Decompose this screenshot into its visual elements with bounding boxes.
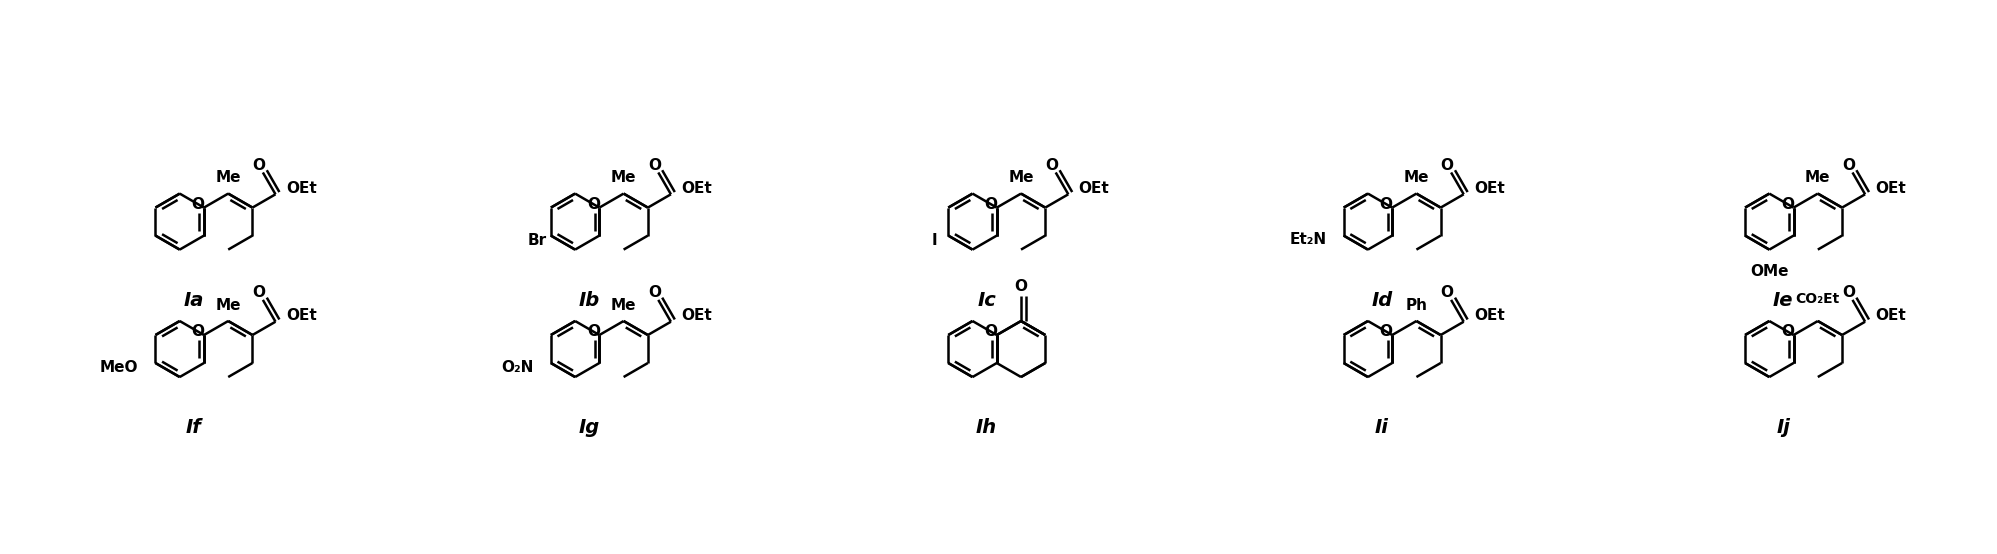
Text: Me: Me bbox=[1008, 170, 1034, 185]
Text: Me: Me bbox=[611, 297, 637, 312]
Text: Id: Id bbox=[1372, 290, 1392, 310]
Text: Ij: Ij bbox=[1777, 418, 1789, 437]
Text: Ig: Ig bbox=[579, 418, 599, 437]
Text: Et₂N: Et₂N bbox=[1290, 232, 1326, 247]
Text: O: O bbox=[252, 158, 266, 173]
Text: O: O bbox=[192, 197, 204, 212]
Text: OEt: OEt bbox=[1078, 181, 1110, 196]
Text: OEt: OEt bbox=[286, 181, 318, 196]
Text: OEt: OEt bbox=[1474, 308, 1506, 323]
Text: O: O bbox=[1841, 158, 1855, 173]
Text: O: O bbox=[1781, 324, 1793, 339]
Text: O: O bbox=[1044, 158, 1058, 173]
Text: If: If bbox=[186, 418, 202, 437]
Text: Ph: Ph bbox=[1406, 297, 1428, 312]
Text: O: O bbox=[252, 285, 266, 300]
Text: O: O bbox=[647, 285, 661, 300]
Text: Ih: Ih bbox=[977, 418, 997, 437]
Text: O: O bbox=[985, 197, 997, 212]
Text: O₂N: O₂N bbox=[501, 360, 533, 375]
Text: O: O bbox=[192, 324, 204, 339]
Text: Ii: Ii bbox=[1376, 418, 1388, 437]
Text: O: O bbox=[1440, 158, 1454, 173]
Text: Ic: Ic bbox=[977, 290, 997, 310]
Text: Br: Br bbox=[527, 233, 547, 248]
Text: O: O bbox=[587, 324, 599, 339]
Text: O: O bbox=[1781, 197, 1793, 212]
Text: OEt: OEt bbox=[681, 308, 713, 323]
Text: Me: Me bbox=[1404, 170, 1430, 185]
Text: Ib: Ib bbox=[579, 290, 599, 310]
Text: I: I bbox=[931, 233, 937, 248]
Text: O: O bbox=[1841, 285, 1855, 300]
Text: OMe: OMe bbox=[1749, 264, 1789, 279]
Text: Me: Me bbox=[216, 297, 242, 312]
Text: OEt: OEt bbox=[1875, 308, 1907, 323]
Text: O: O bbox=[1380, 324, 1392, 339]
Text: O: O bbox=[587, 197, 599, 212]
Text: OEt: OEt bbox=[286, 308, 318, 323]
Text: Ia: Ia bbox=[184, 290, 204, 310]
Text: O: O bbox=[985, 324, 997, 339]
Text: Me: Me bbox=[611, 170, 637, 185]
Text: Me: Me bbox=[1805, 170, 1831, 185]
Text: OEt: OEt bbox=[1875, 181, 1907, 196]
Text: O: O bbox=[1440, 285, 1454, 300]
Text: OEt: OEt bbox=[1474, 181, 1506, 196]
Text: MeO: MeO bbox=[100, 360, 138, 375]
Text: O: O bbox=[1380, 197, 1392, 212]
Text: O: O bbox=[647, 158, 661, 173]
Text: O: O bbox=[1014, 279, 1028, 294]
Text: Ie: Ie bbox=[1773, 290, 1793, 310]
Text: CO₂Et: CO₂Et bbox=[1795, 292, 1839, 306]
Text: OEt: OEt bbox=[681, 181, 713, 196]
Text: Me: Me bbox=[216, 170, 242, 185]
